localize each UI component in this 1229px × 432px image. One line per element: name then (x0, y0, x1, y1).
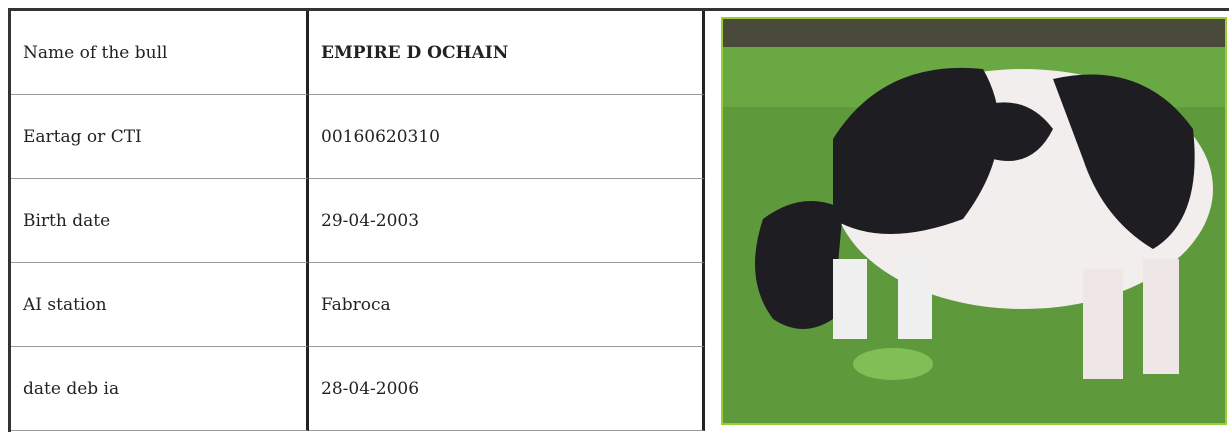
leg (898, 259, 932, 339)
row: date deb ia 28-04-2006 (11, 347, 705, 431)
cow-head (755, 201, 843, 329)
value-cell: Fabroca (309, 263, 705, 347)
row: Birth date 29-04-2003 (11, 179, 705, 263)
value-cell: 00160620310 (309, 95, 705, 179)
row: Name of the bull EMPIRE D OCHAIN (11, 11, 705, 95)
row: AI station Fabroca (11, 263, 705, 347)
label-cell: Name of the bull (11, 11, 309, 95)
leg (1083, 269, 1123, 379)
row: Eartag or CTI 00160620310 (11, 95, 705, 179)
treeline (723, 19, 1225, 47)
photo-illustration (723, 19, 1225, 423)
leg (833, 259, 867, 339)
leg (1143, 259, 1179, 374)
bull-table: Name of the bull EMPIRE D OCHAIN Eartag o… (11, 11, 705, 431)
label-cell: Birth date (11, 179, 309, 263)
patch (973, 102, 1053, 161)
label-cell: date deb ia (11, 347, 309, 431)
weed (853, 348, 933, 380)
label-cell: Eartag or CTI (11, 95, 309, 179)
value-cell: 29-04-2003 (309, 179, 705, 263)
patch (1053, 74, 1195, 249)
value-cell: 28-04-2006 (309, 347, 705, 431)
value-cell: EMPIRE D OCHAIN (309, 11, 705, 95)
bull-photo (721, 17, 1227, 425)
table-frame (8, 8, 1229, 432)
patch (833, 67, 999, 234)
label-cell: AI station (11, 263, 309, 347)
